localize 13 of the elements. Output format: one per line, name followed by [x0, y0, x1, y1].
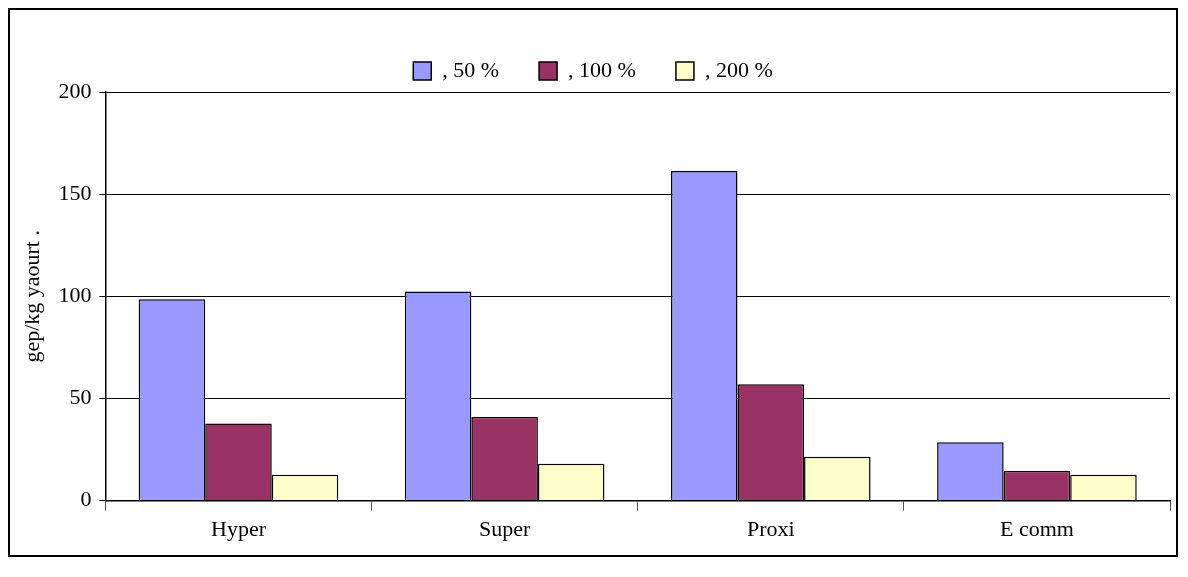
- x-tick-label: E comm: [999, 515, 1074, 541]
- x-tick-label: Proxi: [746, 515, 795, 541]
- x-tick-label: Hyper: [210, 515, 267, 541]
- y-tick-label: 200: [58, 77, 92, 103]
- y-tick-label: 50: [69, 384, 92, 410]
- legend-label: , 50 %: [442, 56, 500, 82]
- y-tick-label: 150: [58, 179, 92, 205]
- x-tick-label: Super: [478, 515, 531, 541]
- y-tick-label: 0: [80, 486, 92, 512]
- y-axis-title: gep/kg yaourt .: [18, 230, 44, 363]
- y-tick-label: 100: [58, 282, 92, 308]
- legend-label: , 100 %: [568, 56, 636, 82]
- legend-label: , 200 %: [704, 56, 773, 82]
